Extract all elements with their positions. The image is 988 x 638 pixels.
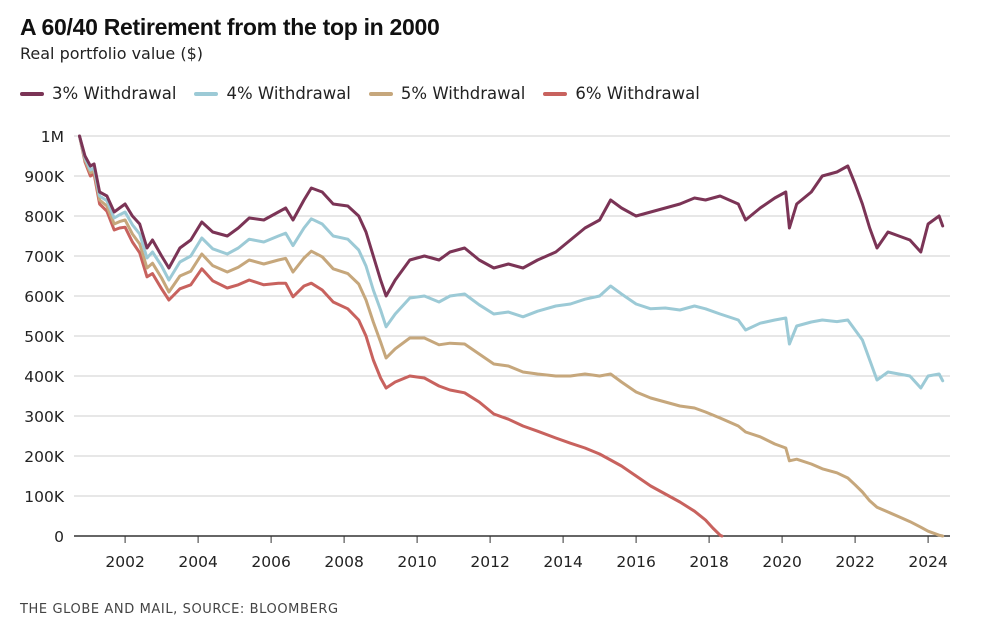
y-tick-label: 200K xyxy=(24,448,65,466)
legend-label-4pct: 4% Withdrawal xyxy=(226,84,351,103)
chart-title: A 60/40 Retirement from the top in 2000 xyxy=(20,14,440,40)
chart-subtitle: Real portfolio value ($) xyxy=(20,44,204,63)
x-tick-label: 2002 xyxy=(105,553,144,571)
legend-swatch-3pct xyxy=(20,91,44,96)
x-tick-label: 2014 xyxy=(543,553,582,571)
legend-swatch-4pct xyxy=(194,91,219,96)
legend-item-5pct: 5% Withdrawal xyxy=(368,84,526,103)
x-tick-label: 2006 xyxy=(251,553,290,571)
y-tick-label: 800K xyxy=(24,208,65,226)
series-line-6pct xyxy=(78,134,724,538)
x-tick-label: 2010 xyxy=(397,553,436,571)
legend-item-3pct: 3% Withdrawal xyxy=(20,84,176,103)
legend-swatch-5pct xyxy=(368,91,393,96)
legend-item-4pct: 4% Withdrawal xyxy=(194,84,351,103)
x-tick-label: 2012 xyxy=(470,553,509,571)
series-lines xyxy=(78,134,945,538)
y-tick-label: 100K xyxy=(24,488,65,506)
x-tick-label: 2004 xyxy=(178,553,217,571)
legend-item-6pct: 6% Withdrawal xyxy=(543,84,700,103)
y-tick-label: 900K xyxy=(24,168,65,186)
legend-label-6pct: 6% Withdrawal xyxy=(575,84,700,103)
gridlines xyxy=(74,135,950,537)
x-tick-label: 2022 xyxy=(835,553,874,571)
y-tick-label: 0 xyxy=(54,528,64,546)
legend-label-3pct: 3% Withdrawal xyxy=(52,84,177,103)
y-tick-label: 600K xyxy=(24,288,65,306)
y-tick-label: 1M xyxy=(41,128,64,146)
y-tick-label: 300K xyxy=(24,408,65,426)
series-line-4pct xyxy=(78,134,945,390)
x-tick-label: 2008 xyxy=(324,553,363,571)
y-tick-label: 700K xyxy=(24,248,65,266)
x-tick-label: 2016 xyxy=(616,553,655,571)
x-axis: 2002 2004 2006 2008 2010 2012 2014 2016 2018 2020… xyxy=(105,536,948,571)
source-note: THE GLOBE AND MAIL, SOURCE: BLOOMBERG xyxy=(20,602,339,617)
legend: 3% Withdrawal 4% Withdrawal 5% Withdrawa… xyxy=(20,84,718,103)
y-tick-label: 400K xyxy=(24,368,65,386)
y-tick-label: 500K xyxy=(24,328,65,346)
legend-label-5pct: 5% Withdrawal xyxy=(400,84,526,103)
series-line-5pct xyxy=(78,134,945,538)
x-tick-label: 2024 xyxy=(908,553,947,571)
legend-swatch-6pct xyxy=(543,91,568,96)
y-axis-labels: 0 100K 200K 300K 400K 500K 600K 700K 800K 900K 1M xyxy=(24,128,65,546)
x-tick-label: 2020 xyxy=(762,553,801,571)
x-tick-label: 2018 xyxy=(689,553,728,571)
series-line-3pct xyxy=(78,134,945,298)
